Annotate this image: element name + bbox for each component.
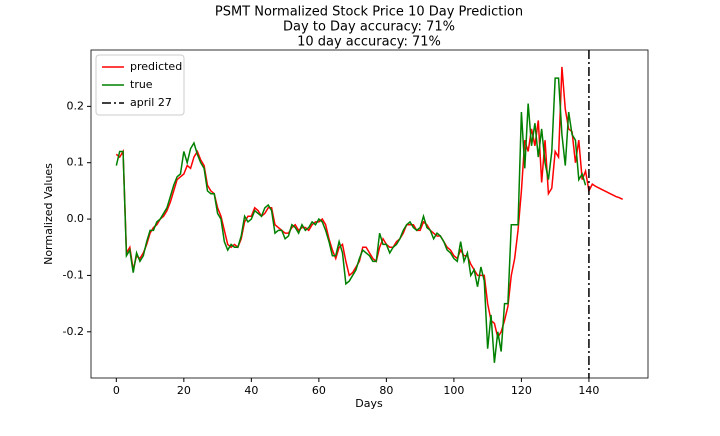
series-line <box>115 66 624 340</box>
y-tick-label: 0.2 <box>67 99 85 112</box>
legend-box <box>95 54 185 116</box>
y-tick-label: 0.0 <box>67 212 85 225</box>
y-tick-label: 0.1 <box>67 156 85 169</box>
x-tick-label: 20 <box>177 384 191 397</box>
series-line <box>115 77 587 363</box>
x-tick-label: 40 <box>244 384 258 397</box>
chart-title: PSMT Normalized Stock Price 10 Day Predi… <box>215 5 523 20</box>
x-tick-label: 0 <box>113 384 120 397</box>
y-axis-label: Normalized Values <box>42 163 55 265</box>
x-tick-label: 60 <box>312 384 326 397</box>
x-tick-label: 120 <box>511 384 532 397</box>
legend-label: april 27 <box>130 96 172 109</box>
plot-frame <box>90 49 649 379</box>
x-tick-label: 100 <box>443 384 464 397</box>
x-tick-label: 80 <box>379 384 393 397</box>
x-axis-label: Days <box>355 397 383 410</box>
y-tick-label: -0.2 <box>63 325 84 338</box>
y-tick-label: -0.1 <box>63 268 84 281</box>
x-tick-label: 140 <box>578 384 599 397</box>
legend-label: true <box>130 78 153 91</box>
legend-label: predicted <box>130 60 182 73</box>
chart-subtitle: 10 day accuracy: 71% <box>297 35 441 50</box>
chart-subtitle: Day to Day accuracy: 71% <box>283 20 455 35</box>
